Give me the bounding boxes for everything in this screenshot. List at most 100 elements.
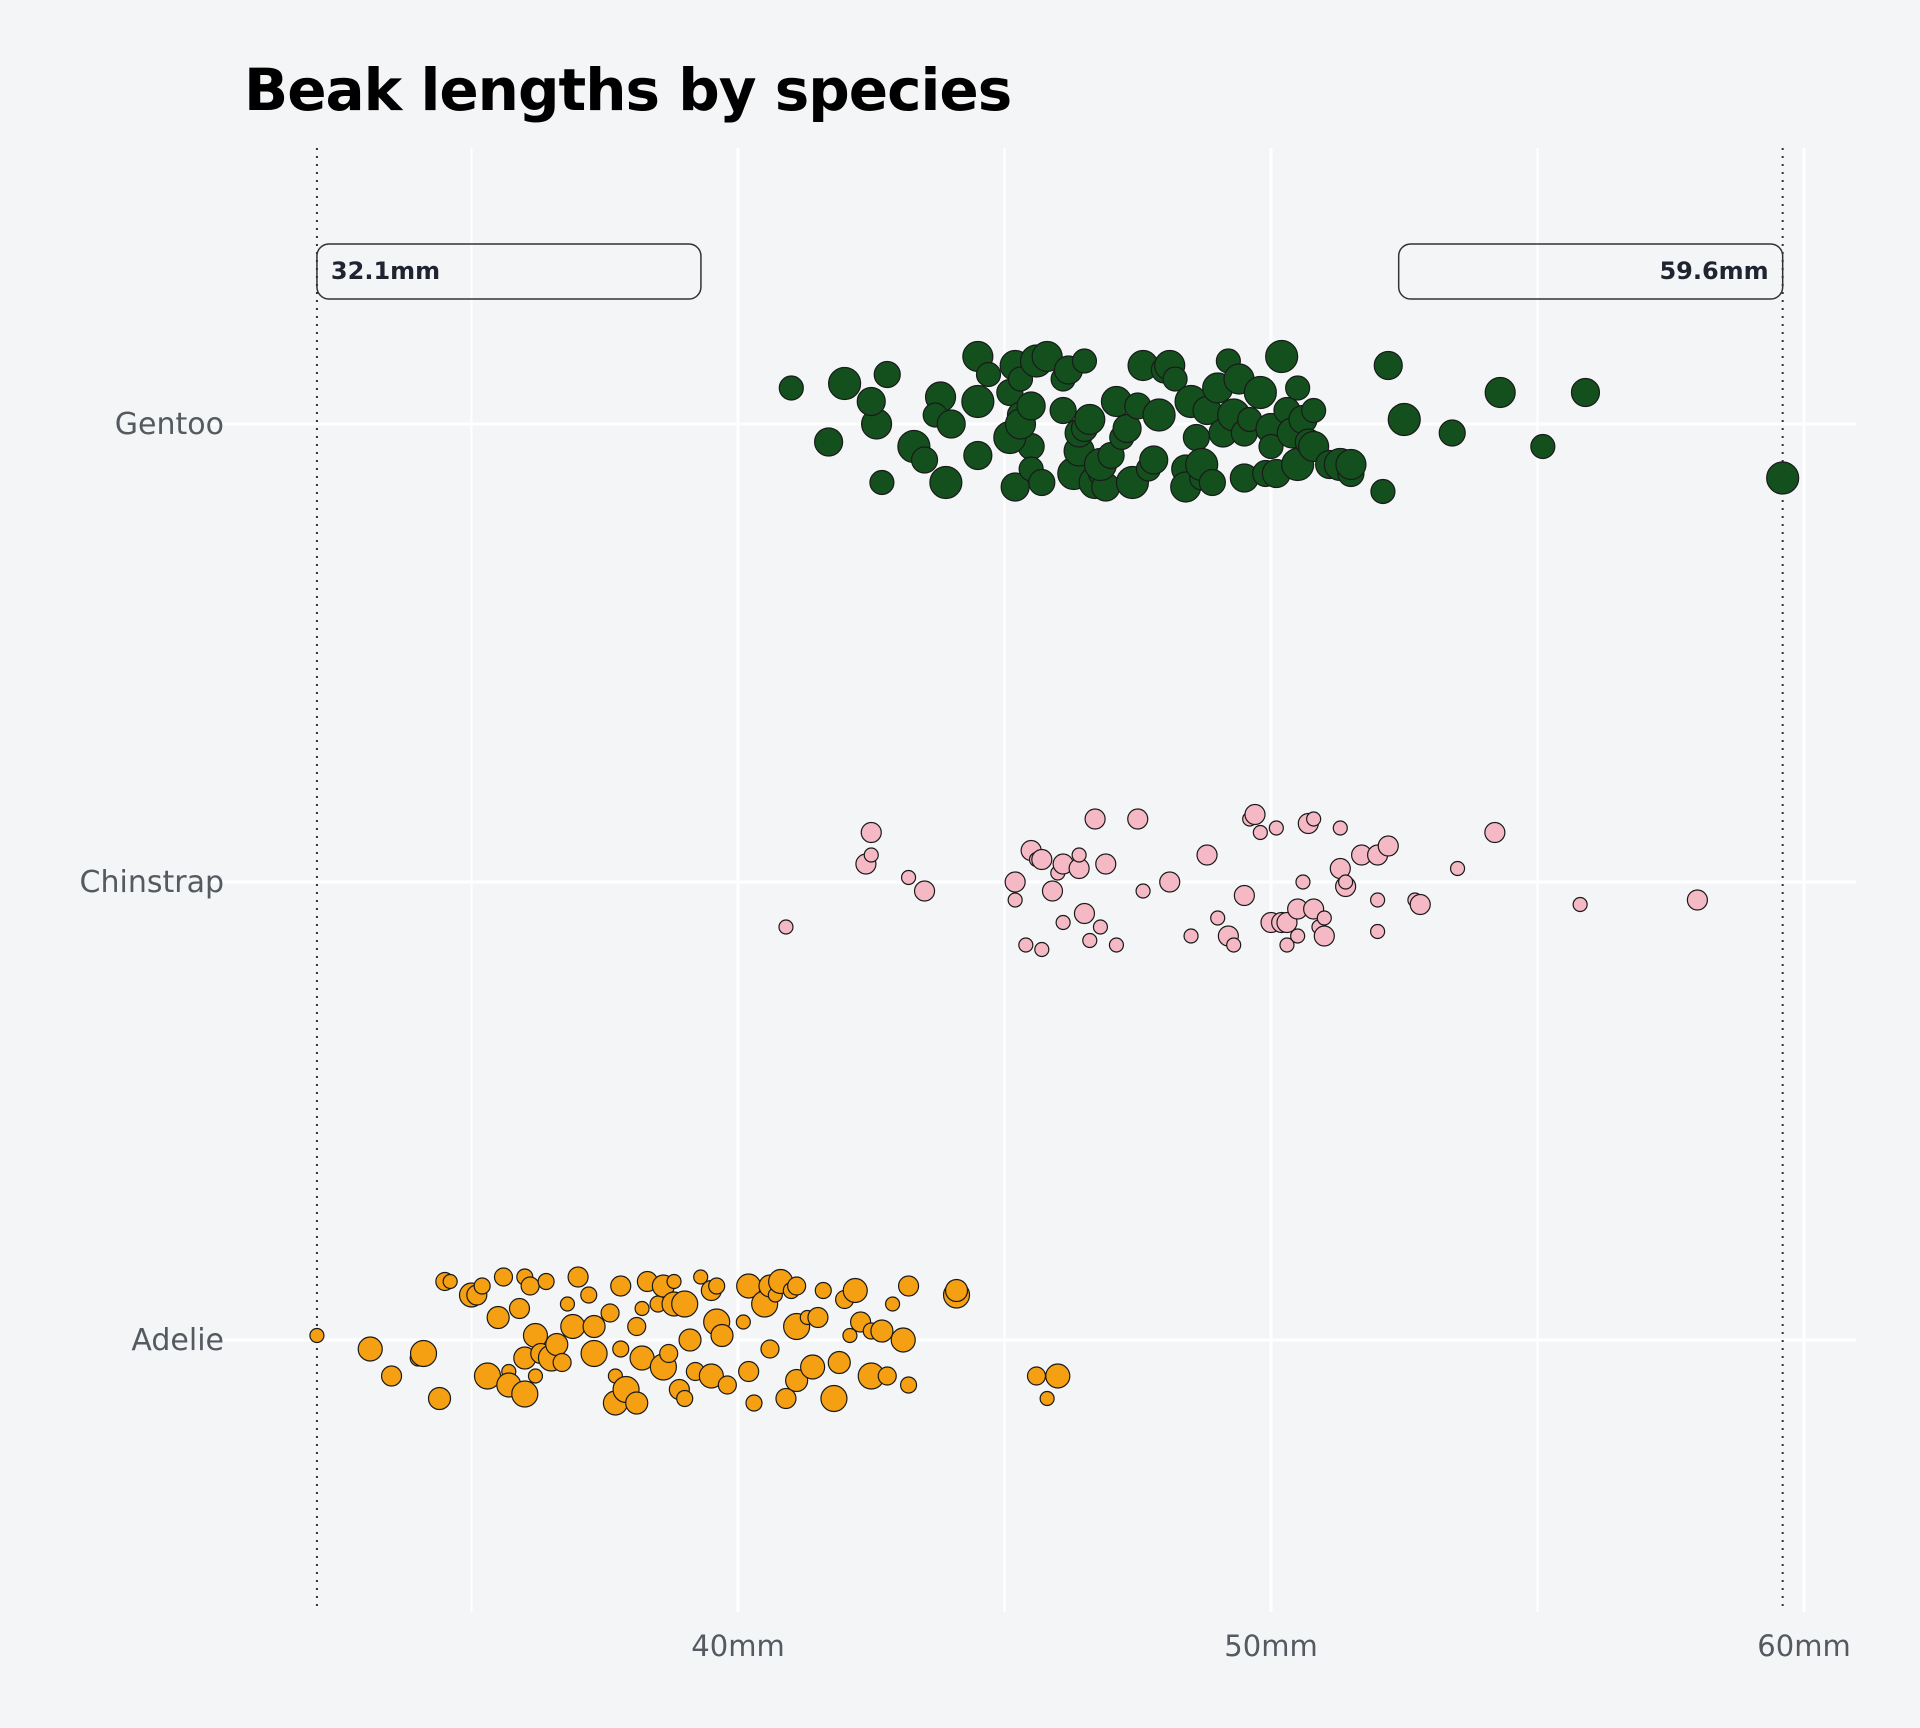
data-point-adelie xyxy=(511,1380,539,1408)
data-point-chinstrap xyxy=(1095,853,1117,875)
data-point-chinstrap xyxy=(1127,808,1149,830)
data-point-chinstrap xyxy=(1108,937,1125,953)
data-point-adelie xyxy=(625,1391,649,1415)
x-tick-label: 50mm xyxy=(1224,1629,1317,1663)
data-point-adelie xyxy=(807,1306,829,1329)
data-point-chinstrap xyxy=(1686,889,1709,911)
data-point-chinstrap xyxy=(1409,893,1431,916)
data-point-gentoo xyxy=(1016,391,1046,421)
data-point-adelie xyxy=(1026,1366,1047,1386)
data-point-adelie xyxy=(775,1387,797,1410)
data-point-adelie xyxy=(580,1339,608,1368)
data-point-gentoo xyxy=(827,366,862,401)
data-point-chinstrap xyxy=(1313,925,1335,947)
data-point-gentoo xyxy=(1258,433,1284,460)
data-point-chinstrap xyxy=(1279,937,1295,953)
data-point-chinstrap xyxy=(778,919,794,935)
data-point-gentoo xyxy=(1028,468,1056,497)
data-point-gentoo xyxy=(1766,461,1800,495)
data-point-adelie xyxy=(717,1375,737,1395)
data-point-gentoo xyxy=(1162,366,1188,392)
data-point-gentoo xyxy=(856,386,886,417)
x-tick-label: 40mm xyxy=(691,1629,784,1663)
data-point-gentoo xyxy=(963,440,993,471)
data-point-chinstrap xyxy=(1377,835,1399,857)
annotation-label-left: 32.1mm xyxy=(331,257,440,285)
annotation-box xyxy=(316,243,702,300)
category-label-adelie: Adelie xyxy=(131,1323,224,1358)
data-point-adelie xyxy=(380,1365,403,1387)
data-point-adelie xyxy=(486,1305,510,1330)
data-point-chinstrap xyxy=(1484,821,1506,844)
data-point-adelie xyxy=(612,1340,630,1358)
data-point-gentoo xyxy=(1142,398,1176,432)
data-point-chinstrap xyxy=(1290,928,1306,944)
data-point-chinstrap xyxy=(1244,803,1266,826)
data-point-adelie xyxy=(842,1327,858,1344)
data-point-gentoo xyxy=(1285,375,1311,401)
data-point-adelie xyxy=(520,1276,540,1296)
data-point-adelie xyxy=(537,1272,555,1291)
data-point-gentoo xyxy=(961,384,995,419)
data-point-gentoo xyxy=(1243,375,1277,410)
data-point-adelie xyxy=(735,1314,751,1330)
data-point-adelie xyxy=(897,1275,920,1297)
data-point-adelie xyxy=(676,1389,694,1408)
data-point-gentoo xyxy=(1370,478,1396,505)
data-point-adelie xyxy=(409,1339,438,1368)
data-point-chinstrap xyxy=(1306,811,1322,827)
data-point-chinstrap xyxy=(1226,937,1242,953)
data-point-adelie xyxy=(473,1277,491,1295)
data-point-adelie xyxy=(877,1366,897,1386)
data-point-gentoo xyxy=(1112,413,1142,444)
data-point-chinstrap xyxy=(1084,808,1106,830)
data-point-gentoo xyxy=(1530,433,1556,460)
data-point-chinstrap xyxy=(1159,871,1181,893)
data-point-gentoo xyxy=(929,465,963,500)
data-point-adelie xyxy=(800,1354,826,1380)
data-point-adelie xyxy=(442,1273,458,1290)
category-labels: Gentoo Chinstrap Adelie xyxy=(80,407,224,1358)
data-point-gentoo xyxy=(1265,339,1299,374)
annotations: 32.1mm 59.6mm xyxy=(316,243,1784,300)
data-point-adelie xyxy=(357,1336,383,1362)
data-point-adelie xyxy=(820,1384,848,1413)
data-point-adelie xyxy=(552,1352,572,1373)
data-point-chinstrap xyxy=(1135,883,1151,899)
annotation-box xyxy=(1397,243,1784,300)
data-point-adelie xyxy=(870,1319,894,1343)
data-point-adelie xyxy=(899,1376,918,1394)
data-point-chinstrap xyxy=(1338,874,1354,890)
data-point-adelie xyxy=(659,1343,679,1364)
data-point-adelie xyxy=(567,1266,589,1288)
data-point-chinstrap xyxy=(1210,910,1226,926)
data-point-gentoo xyxy=(1182,423,1210,452)
data-point-chinstrap xyxy=(1369,923,1386,940)
data-point-adelie xyxy=(309,1327,325,1344)
data-point-chinstrap xyxy=(1034,941,1050,958)
data-point-chinstrap xyxy=(913,880,936,902)
data-point-chinstrap xyxy=(1183,928,1199,944)
data-point-gentoo xyxy=(1074,403,1106,436)
data-point-chinstrap xyxy=(863,847,879,863)
data-point-gentoo xyxy=(1071,348,1098,374)
data-point-chinstrap xyxy=(1268,820,1284,836)
data-point-adelie xyxy=(600,1303,620,1323)
data-point-adelie xyxy=(627,1316,647,1337)
data-point-chinstrap xyxy=(1316,910,1332,926)
data-point-adelie xyxy=(708,1277,726,1295)
data-point-adelie xyxy=(745,1394,763,1412)
data-point-gentoo xyxy=(975,361,1002,388)
data-point-chinstrap xyxy=(1449,860,1466,877)
data-point-adelie xyxy=(666,1273,682,1290)
data-point-chinstrap xyxy=(1295,874,1311,890)
data-point-adelie xyxy=(545,1332,569,1357)
data-point-adelie xyxy=(814,1281,832,1300)
data-point-adelie xyxy=(827,1350,851,1375)
data-point-adelie xyxy=(890,1327,916,1353)
category-label-gentoo: Gentoo xyxy=(115,407,224,442)
data-point-gentoo xyxy=(1387,402,1421,437)
data-point-chinstrap xyxy=(1041,880,1064,902)
